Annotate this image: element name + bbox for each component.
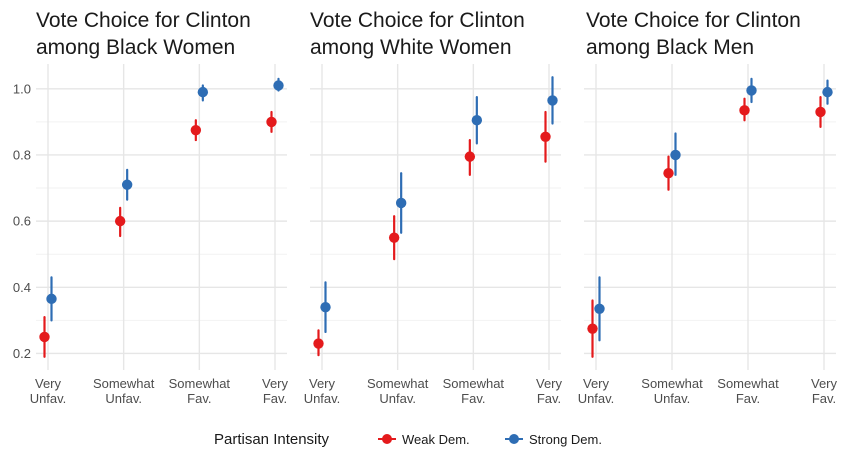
y-tick-label: 1.0 — [13, 81, 31, 96]
legend-item-weak: Weak Dem. — [378, 432, 470, 447]
point-weak — [540, 131, 551, 142]
y-tick-label: 0.8 — [13, 147, 31, 162]
x-tick-label: Fav. — [461, 391, 485, 406]
point-strong — [320, 301, 331, 313]
point-weak — [388, 232, 400, 243]
point-weak — [266, 116, 277, 128]
legend-item-strong: Strong Dem. — [505, 432, 602, 447]
point-weak — [190, 124, 202, 136]
point-weak — [114, 215, 126, 227]
y-tick-label: 0.2 — [13, 346, 31, 361]
series-weak — [313, 110, 551, 357]
point-weak — [663, 167, 674, 179]
point-strong — [594, 303, 605, 314]
x-tick-label: Very — [583, 376, 610, 391]
x-tick-label: Very — [35, 376, 62, 391]
legend-label-weak: Weak Dem. — [402, 432, 470, 447]
point-strong — [746, 85, 757, 96]
point-weak — [39, 331, 50, 343]
x-tick-label: Fav. — [736, 391, 760, 406]
point-strong — [822, 86, 833, 98]
legend-label-strong: Strong Dem. — [529, 432, 602, 447]
legend-title: Partisan Intensity — [214, 431, 330, 448]
x-tick-label: Somewhat — [93, 376, 155, 391]
point-strong — [273, 80, 284, 91]
point-strong — [395, 197, 407, 209]
x-tick-label: Very — [262, 376, 289, 391]
panel-title-line: Vote Choice for Clinton — [310, 9, 525, 32]
x-tick-label: Unfav. — [30, 391, 67, 406]
panel-title-line: among White Women — [310, 36, 512, 59]
legend-key-point-weak — [382, 434, 392, 444]
point-strong — [670, 149, 681, 161]
point-weak — [587, 323, 598, 334]
series-weak — [39, 110, 277, 358]
panel-title-line: among Black Men — [586, 36, 754, 59]
series-strong — [320, 76, 558, 334]
x-tick-label: Unfav. — [379, 391, 416, 406]
facet-panel-2: Vote Choice for Clinton among White Women… — [304, 9, 563, 406]
x-tick-label: Somewhat — [641, 376, 703, 391]
x-tick-label: Somewhat — [717, 376, 779, 391]
x-tick-label: Very — [536, 376, 563, 391]
point-weak — [815, 106, 826, 118]
x-tick-label: Somewhat — [169, 376, 231, 391]
point-strong — [121, 179, 133, 190]
x-tick-label: Unfav. — [304, 391, 341, 406]
point-weak — [739, 105, 750, 116]
x-tick-label: Unfav. — [654, 391, 691, 406]
point-strong — [471, 115, 483, 126]
panel-title-line: among Black Women — [36, 36, 235, 59]
x-tick-label: Unfav. — [105, 391, 142, 406]
panel-title-line: Vote Choice for Clinton — [36, 9, 251, 32]
series-strong — [594, 77, 833, 342]
y-tick-label: 0.4 — [13, 280, 31, 295]
facet-panel-1: Vote Choice for Clinton among Black Women… — [13, 9, 289, 406]
x-tick-label: Very — [811, 376, 838, 391]
x-tick-label: Somewhat — [367, 376, 429, 391]
x-tick-label: Unfav. — [578, 391, 615, 406]
x-tick-label: Fav. — [537, 391, 561, 406]
series-strong — [46, 77, 284, 322]
y-tick-label: 0.6 — [13, 214, 31, 229]
point-weak — [464, 151, 476, 162]
facet-panels: Vote Choice for Clinton among Black Women… — [13, 9, 838, 406]
x-tick-label: Fav. — [187, 391, 211, 406]
point-strong — [547, 95, 558, 106]
x-tick-label: Very — [309, 376, 336, 391]
point-weak — [313, 338, 324, 349]
legend-key-point-strong — [509, 434, 519, 444]
series-weak — [587, 95, 826, 358]
facet-panel-3: Vote Choice for Clinton among Black Men Ve… — [578, 9, 838, 406]
point-strong — [46, 293, 57, 305]
x-tick-label: Fav. — [812, 391, 836, 406]
legend: Partisan Intensity Weak Dem. Strong Dem. — [214, 431, 602, 448]
x-tick-label: Fav. — [263, 391, 287, 406]
point-strong — [197, 86, 209, 98]
panel-title-line: Vote Choice for Clinton — [586, 9, 801, 32]
x-tick-label: Somewhat — [443, 376, 505, 391]
